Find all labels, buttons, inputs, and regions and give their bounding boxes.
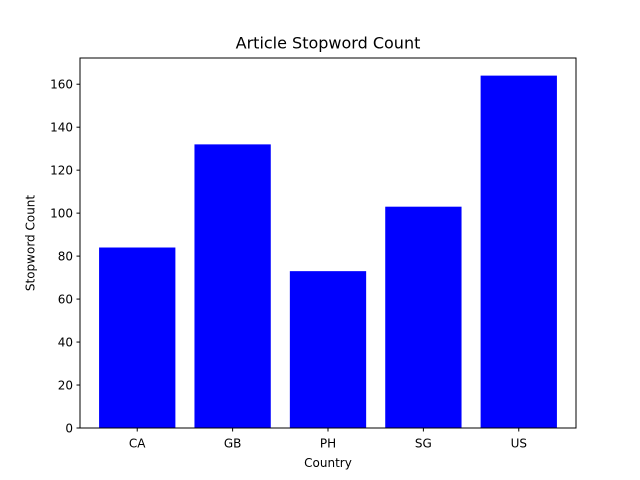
bar-us xyxy=(480,75,557,428)
bar-ph xyxy=(289,271,367,428)
x-tick-label: GB xyxy=(224,437,242,451)
y-tick-label: 120 xyxy=(50,164,73,178)
y-tick-label: 140 xyxy=(50,121,73,135)
chart-title: Article Stopword Count xyxy=(236,34,421,53)
plot-frame xyxy=(79,57,577,429)
bar-sg xyxy=(385,206,462,428)
x-tick-label: CA xyxy=(129,437,146,451)
x-tick-label: PH xyxy=(320,437,336,451)
y-tick-label: 20 xyxy=(58,379,73,393)
y-axis-ticks: 0 20 40 60 80 100 120 140 160 xyxy=(50,78,80,436)
y-tick-label: 160 xyxy=(50,78,73,92)
y-tick-label: 0 xyxy=(65,422,73,436)
y-tick-label: 40 xyxy=(58,336,73,350)
x-axis-label: Country xyxy=(304,456,352,470)
y-tick-label: 60 xyxy=(58,293,73,307)
bar-gb xyxy=(194,144,271,428)
x-tick-label: SG xyxy=(415,437,432,451)
y-tick-label: 100 xyxy=(50,207,73,221)
x-axis-ticks: CA GB PH SG US xyxy=(129,428,527,451)
bars-group xyxy=(99,75,557,428)
x-tick-label: US xyxy=(511,437,527,451)
y-axis-label: Stopword Count xyxy=(24,195,38,292)
bar-ca xyxy=(99,247,176,428)
y-tick-label: 80 xyxy=(58,250,73,264)
